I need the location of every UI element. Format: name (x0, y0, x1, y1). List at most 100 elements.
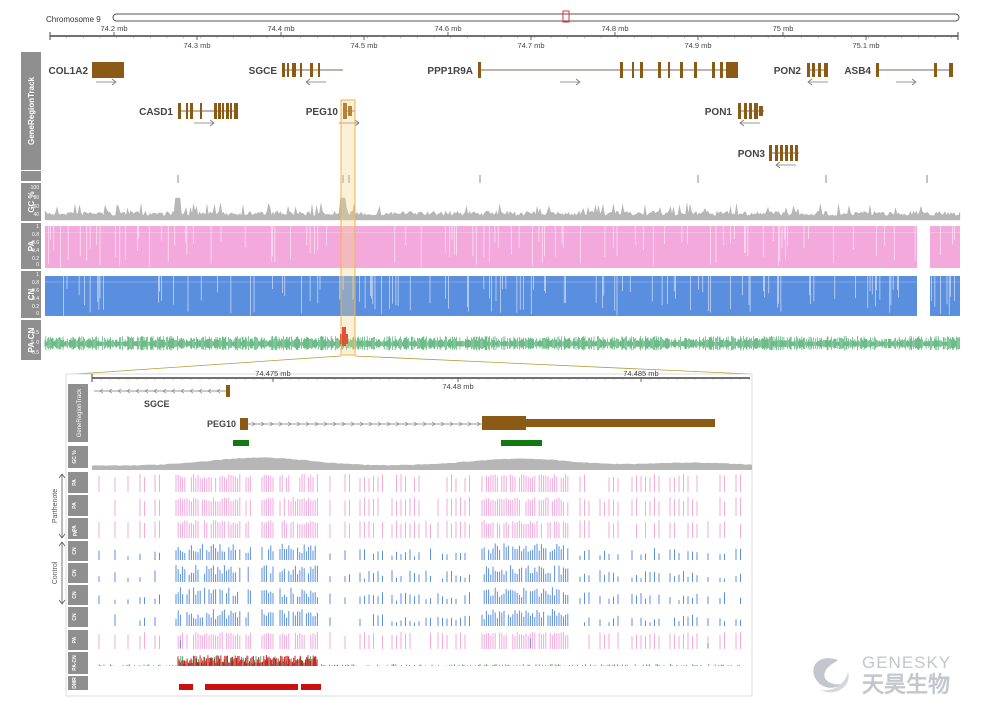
axis-tick-label: 74.6 mb (434, 24, 461, 33)
zoom-track-label: PA (73, 529, 79, 536)
zoom-gene-track: SGCE PEG10 (94, 385, 715, 446)
zoom-track-label: GC % (72, 450, 78, 464)
intron-chevron (440, 421, 445, 427)
pa-axis-label: 1 (36, 224, 39, 230)
strand-arrow-head (911, 78, 917, 86)
zoom-pacn-dmr-signal (177, 655, 318, 666)
gene-exon (769, 145, 772, 161)
intron-chevron (341, 421, 346, 427)
intron-chevron (467, 421, 472, 427)
zoom-track-label: CN (72, 591, 78, 599)
gene-exon (620, 62, 623, 78)
pa-axis-label: 0.6 (32, 240, 39, 246)
gene-exon (230, 103, 232, 119)
intron-chevron (171, 388, 176, 394)
gene-exon (300, 63, 302, 77)
axis-tick-label: 74.5 mb (350, 41, 377, 50)
gene-pon3: PON3 (738, 145, 799, 169)
intron-chevron (153, 388, 158, 394)
sidebar-blank (21, 171, 41, 181)
axis-tick-label: 74.9 mb (684, 41, 711, 50)
pa-axis-label: 0.4 (32, 248, 39, 254)
pacn-axis-label: 0 (36, 340, 39, 346)
intron-chevron (368, 421, 373, 427)
intron-chevron (458, 421, 463, 427)
zoom-sidebar-row (68, 495, 88, 516)
zoom-sidebar-row (68, 607, 88, 627)
peg10-exon (240, 418, 248, 430)
gene-casd1: CASD1 (139, 103, 238, 127)
zoom-track-label: CN (72, 613, 78, 621)
pa-track-gaps (48, 226, 955, 268)
axis-tick-label: 74.2 mb (100, 24, 127, 33)
zoom-sidebar-row (68, 563, 88, 583)
gene-exon (720, 62, 723, 78)
gene-exon (287, 63, 289, 77)
gene-region-track: COL1A2 SGCE PPP1R9A PON2 ASB4 CASD1 PEG10 PON1 P… (49, 62, 953, 169)
sidebar-gene-track (21, 52, 41, 170)
strand-arrow-head (807, 78, 813, 86)
zoom-track-label: PA (72, 525, 78, 532)
zoom-axis-label: 74.475 mb (255, 369, 290, 378)
gene-exon (186, 103, 188, 119)
cpg-island (233, 440, 249, 446)
sidebar-pa-label: PA (27, 241, 36, 252)
zoom-gene-label: PEG10 (207, 419, 236, 429)
sidebar-gene-track-label: GeneRegionTrack (27, 76, 36, 145)
intron-chevron (99, 388, 104, 394)
gene-label: PON1 (705, 107, 733, 118)
gene-label: COL1A2 (49, 66, 89, 77)
intron-chevron (296, 421, 301, 427)
zoom-signal-row (179, 638, 709, 648)
pa-axis-label: 0.2 (32, 256, 39, 262)
gene-exon (640, 62, 643, 78)
sidebar-pacn-label: PA-CN (27, 327, 36, 352)
zoom-data-tracks (92, 457, 752, 690)
intron-chevron (207, 388, 212, 394)
genome-axis: 74.2 mb 74.4 mb 74.6 mb 74.8 mb 75 mb 74.3 mb… (49, 24, 959, 50)
zoom-gene-label: SGCE (144, 399, 170, 409)
axis-tick-label: 74.3 mb (183, 41, 210, 50)
zoom-track-label: PA-CN (72, 655, 78, 671)
intron-chevron (431, 421, 436, 427)
gene-exon (790, 145, 793, 161)
pa-track-missing-region (917, 226, 930, 268)
intron-chevron (278, 421, 283, 427)
gene-label: PON3 (738, 149, 766, 160)
intron-chevron (386, 421, 391, 427)
intron-chevron (314, 421, 319, 427)
pa-axis-label: 0 (36, 262, 39, 268)
dmr-bar (179, 684, 193, 690)
zoom-signal-row (98, 565, 741, 582)
pa-axis-label: 0.8 (32, 232, 39, 238)
gc-axis-label: 100 (31, 185, 40, 191)
intron-chevron (305, 421, 310, 427)
intron-chevron (198, 388, 203, 394)
logo-english: GENESKY (862, 653, 951, 672)
gc-axis-label: 60 (33, 204, 39, 210)
axis-tick-label: 74.8 mb (601, 24, 628, 33)
intron-chevron (216, 388, 221, 394)
gene-exon (200, 103, 202, 119)
zoom-track-label: PA (72, 479, 78, 486)
strand-arrow-head (209, 119, 215, 127)
dmr-bar (301, 684, 321, 690)
zoom-track-label: PA (72, 502, 78, 509)
pacn-axis-label: -0.5 (30, 350, 39, 356)
gene-exon (759, 106, 763, 116)
group-label-control: Control (52, 561, 59, 584)
cn-axis-label: 0.4 (32, 296, 39, 302)
intron-chevron (395, 421, 400, 427)
zoom-track-label: DMR (72, 677, 78, 689)
gene-exon (658, 62, 661, 78)
zoom-sidebar-row (68, 446, 88, 468)
intron-chevron (350, 421, 355, 427)
gene-exon (310, 63, 313, 77)
gene-pon2: PON2 (774, 63, 828, 86)
gene-exon (754, 103, 758, 119)
peg10-exon (482, 416, 526, 430)
intron-chevron (449, 421, 454, 427)
cn-axis-label: 0.8 (32, 280, 39, 286)
gene-label: ASB4 (844, 66, 871, 77)
